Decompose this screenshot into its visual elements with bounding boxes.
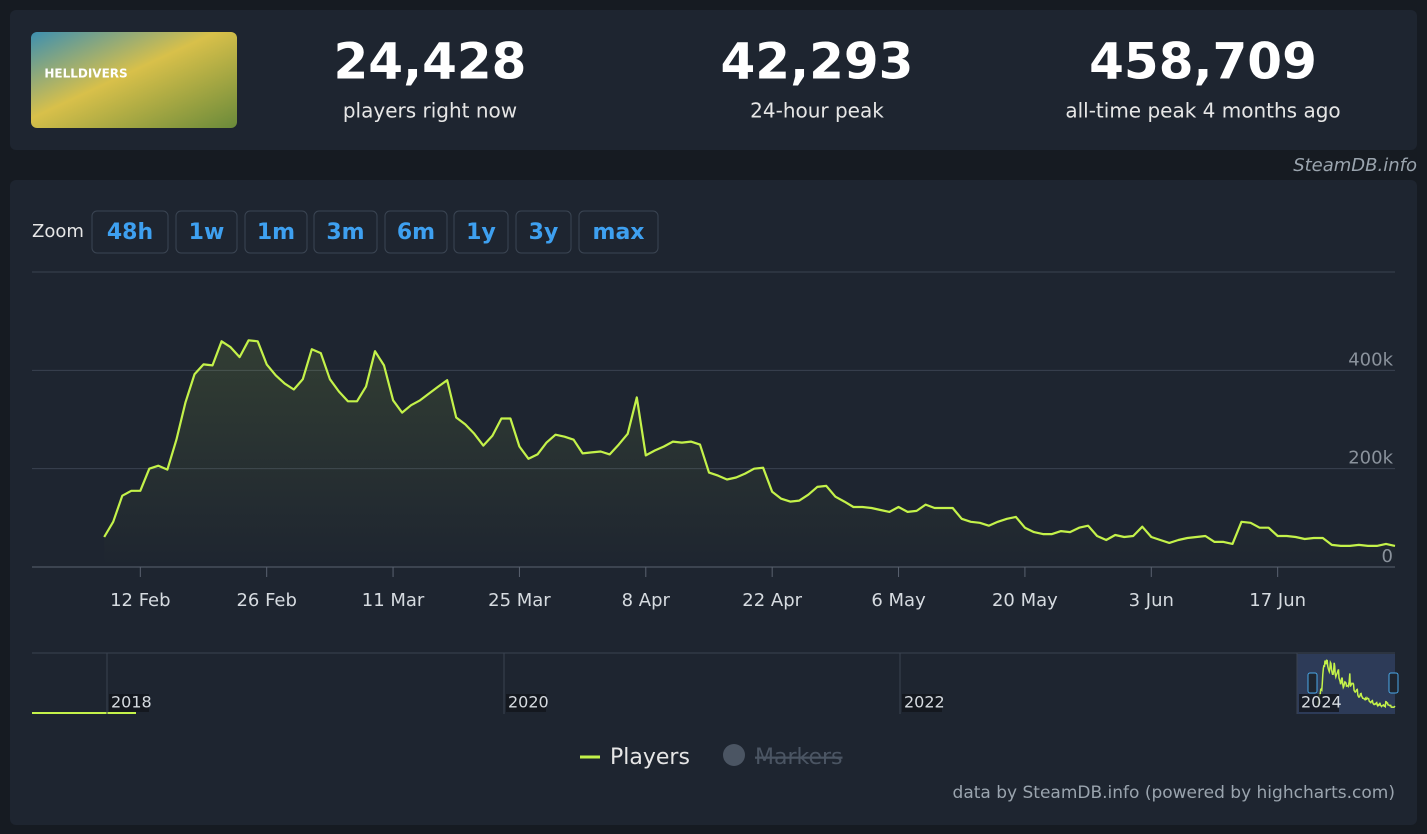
game-logo <box>31 32 237 128</box>
zoom-button-label[interactable]: 6m <box>397 220 435 245</box>
credits: data by SteamDB.info (powered by highcha… <box>953 783 1395 803</box>
legend-label[interactable]: Markers <box>755 745 843 770</box>
x-tick-label: 8 Apr <box>622 590 671 611</box>
x-tick-label: 22 Apr <box>742 590 802 611</box>
zoom-button-label[interactable]: 1m <box>257 220 295 245</box>
zoom-button-label[interactable]: 3m <box>326 220 364 245</box>
x-tick-label: 25 Mar <box>488 590 551 611</box>
stat-value: 458,709 <box>1089 33 1317 91</box>
navigator-label-bg <box>1299 694 1339 712</box>
zoom-button[interactable] <box>515 210 572 254</box>
legend-label[interactable]: Players <box>610 745 690 770</box>
zoom-button[interactable] <box>453 210 509 254</box>
zoom-button[interactable] <box>244 210 308 254</box>
zoom-button-label[interactable]: 3y <box>529 220 559 245</box>
zoom-button-label[interactable]: max <box>593 220 645 245</box>
x-tick-label: 26 Feb <box>236 590 297 611</box>
stat-label: 24-hour peak <box>750 99 884 123</box>
logo-text: HELLDIVERS <box>44 67 127 81</box>
zoom-button-label[interactable]: 48h <box>107 220 153 245</box>
x-tick-label: 17 Jun <box>1249 590 1306 611</box>
navigator-label: 2022 <box>904 693 945 712</box>
zoom-button-label[interactable]: 1w <box>189 220 225 245</box>
zoom-button-label[interactable]: 1y <box>466 220 496 245</box>
zoom-button[interactable] <box>313 210 378 254</box>
navigator-handle[interactable] <box>1388 672 1399 694</box>
navigator-label: 2024 <box>1301 693 1342 712</box>
navigator-handle[interactable] <box>1307 672 1318 694</box>
stat-label: players right now <box>343 99 517 123</box>
stat-label: all-time peak 4 months ago <box>1065 99 1340 123</box>
series-line <box>103 339 1396 547</box>
navigator-label-bg <box>506 694 546 712</box>
zoom-button[interactable] <box>578 210 659 254</box>
navigator-label-bg <box>902 694 942 712</box>
series-area <box>104 340 1396 567</box>
zoom-button[interactable] <box>175 210 238 254</box>
y-tick-label: 400k <box>1348 349 1393 370</box>
zoom-label: Zoom <box>32 221 84 242</box>
source: SteamDB.info <box>1293 155 1417 176</box>
y-tick-label: 200k <box>1348 448 1393 469</box>
x-tick-label: 6 May <box>871 590 926 611</box>
navigator-label: 2018 <box>111 693 152 712</box>
zoom-button[interactable] <box>384 210 448 254</box>
x-tick-label: 11 Mar <box>362 590 425 611</box>
navigator-line <box>1317 659 1396 709</box>
zoom-button[interactable] <box>91 210 169 254</box>
stat-value: 24,428 <box>334 33 527 91</box>
x-tick-label: 3 Jun <box>1129 590 1174 611</box>
navigator-label-bg <box>109 694 149 712</box>
navigator-label: 2020 <box>508 693 549 712</box>
legend-swatch <box>723 744 745 766</box>
stats-panel <box>10 10 1417 150</box>
x-tick-label: 12 Feb <box>110 590 171 611</box>
x-tick-label: 20 May <box>992 590 1058 611</box>
stat-value: 42,293 <box>721 33 914 91</box>
